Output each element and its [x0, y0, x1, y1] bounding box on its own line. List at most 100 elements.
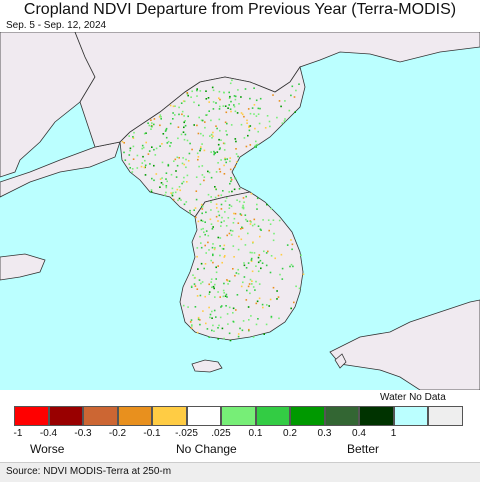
- ndvi-pixel: [153, 179, 155, 182]
- ndvi-pixel: [185, 201, 188, 203]
- ndvi-pixel: [203, 231, 205, 233]
- ndvi-pixel: [225, 161, 227, 164]
- ndvi-pixel: [229, 157, 231, 159]
- ndvi-pixel: [245, 267, 248, 269]
- legend-tick-label: 0.2: [283, 428, 297, 439]
- ndvi-pixel: [281, 267, 284, 270]
- ndvi-pixel: [155, 173, 158, 175]
- ndvi-pixel: [302, 273, 305, 276]
- ndvi-pixel: [215, 102, 217, 104]
- ndvi-pixel: [233, 104, 235, 106]
- ndvi-pixel: [142, 155, 144, 158]
- ndvi-pixel: [144, 164, 147, 167]
- ndvi-pixel: [248, 329, 250, 332]
- ndvi-pixel: [251, 224, 254, 227]
- ndvi-pixel: [273, 232, 275, 235]
- ndvi-pixel: [252, 286, 255, 288]
- ndvi-pixel: [132, 136, 134, 138]
- ndvi-pixel: [235, 161, 238, 163]
- ndvi-pixel: [183, 126, 185, 129]
- ndvi-pixel: [153, 164, 155, 167]
- ndvi-pixel: [165, 191, 167, 194]
- ndvi-pixel: [222, 289, 225, 292]
- ndvi-pixel: [204, 233, 206, 236]
- ndvi-pixel: [174, 105, 176, 107]
- ndvi-pixel: [251, 283, 253, 285]
- ndvi-pixel: [215, 125, 217, 127]
- legend-swatch: [324, 406, 359, 426]
- ndvi-pixel: [143, 166, 146, 169]
- ndvi-pixel: [211, 86, 214, 89]
- ndvi-pixel: [219, 98, 221, 101]
- ndvi-pixel: [253, 223, 256, 226]
- ndvi-pixel: [121, 140, 124, 143]
- ndvi-pixel: [248, 125, 250, 128]
- ndvi-pixel: [210, 223, 213, 225]
- ndvi-pixel: [169, 145, 171, 148]
- ndvi-pixel: [166, 142, 169, 144]
- ndvi-pixel: [270, 207, 272, 210]
- ndvi-pixel: [197, 158, 199, 161]
- ndvi-pixel: [210, 201, 212, 203]
- legend-swatch: [290, 406, 325, 426]
- ndvi-pixel: [201, 212, 203, 215]
- ndvi-pixel: [280, 253, 283, 256]
- ndvi-pixel: [239, 213, 242, 215]
- ndvi-pixel: [222, 105, 225, 107]
- ndvi-pixel: [230, 124, 233, 126]
- ndvi-pixel: [209, 316, 211, 319]
- ndvi-pixel: [295, 285, 297, 288]
- ndvi-pixel: [219, 296, 221, 298]
- ndvi-pixel: [148, 150, 151, 152]
- ndvi-pixel: [145, 132, 147, 134]
- ndvi-pixel: [235, 140, 237, 143]
- ndvi-pixel: [245, 299, 248, 301]
- ndvi-pixel: [244, 214, 247, 216]
- legend-swatch: [221, 406, 256, 426]
- ndvi-pixel: [229, 108, 232, 110]
- ndvi-pixel: [177, 199, 179, 202]
- ndvi-pixel: [220, 221, 223, 224]
- ndvi-pixel: [248, 319, 250, 321]
- ndvi-pixel: [266, 115, 269, 117]
- ndvi-pixel: [195, 198, 198, 201]
- ndvi-pixel: [241, 206, 244, 209]
- ndvi-pixel: [210, 278, 213, 280]
- ndvi-pixel: [221, 247, 224, 250]
- ndvi-pixel: [128, 163, 131, 165]
- ndvi-pixel: [230, 177, 232, 179]
- ndvi-pixel: [225, 197, 228, 199]
- ndvi-pixel: [215, 188, 217, 191]
- ndvi-pixel: [179, 189, 181, 192]
- ndvi-pixel: [211, 286, 213, 289]
- ndvi-pixel: [243, 201, 245, 203]
- ndvi-pixel: [196, 124, 198, 127]
- ndvi-pixel: [234, 212, 237, 215]
- ndvi-pixel: [183, 203, 186, 206]
- ndvi-pixel: [178, 113, 180, 116]
- ndvi-pixel: [204, 221, 206, 223]
- legend-swatch: [152, 406, 187, 426]
- ndvi-pixel: [228, 207, 231, 209]
- ndvi-pixel: [226, 279, 228, 281]
- ndvi-pixel: [196, 331, 199, 334]
- ndvi-pixel: [129, 147, 132, 150]
- ndvi-pixel: [190, 96, 192, 98]
- shandong-coast: [0, 253, 46, 281]
- ndvi-pixel: [221, 216, 223, 219]
- legend-swatch: [393, 406, 428, 426]
- ndvi-pixel: [237, 333, 240, 335]
- ndvi-pixel: [217, 162, 219, 164]
- ndvi-pixel: [255, 99, 258, 102]
- ndvi-pixel: [144, 159, 146, 162]
- ndvi-pixel: [240, 285, 243, 288]
- ndvi-pixel: [190, 285, 193, 288]
- ndvi-pixel: [200, 203, 203, 206]
- ndvi-pixel: [218, 214, 221, 217]
- ndvi-pixel: [293, 96, 296, 98]
- ndvi-pixel: [228, 91, 230, 94]
- ndvi-pixel: [250, 260, 253, 262]
- ndvi-pixel: [223, 282, 225, 285]
- ndvi-pixel: [191, 90, 193, 93]
- ndvi-pixel: [197, 316, 200, 319]
